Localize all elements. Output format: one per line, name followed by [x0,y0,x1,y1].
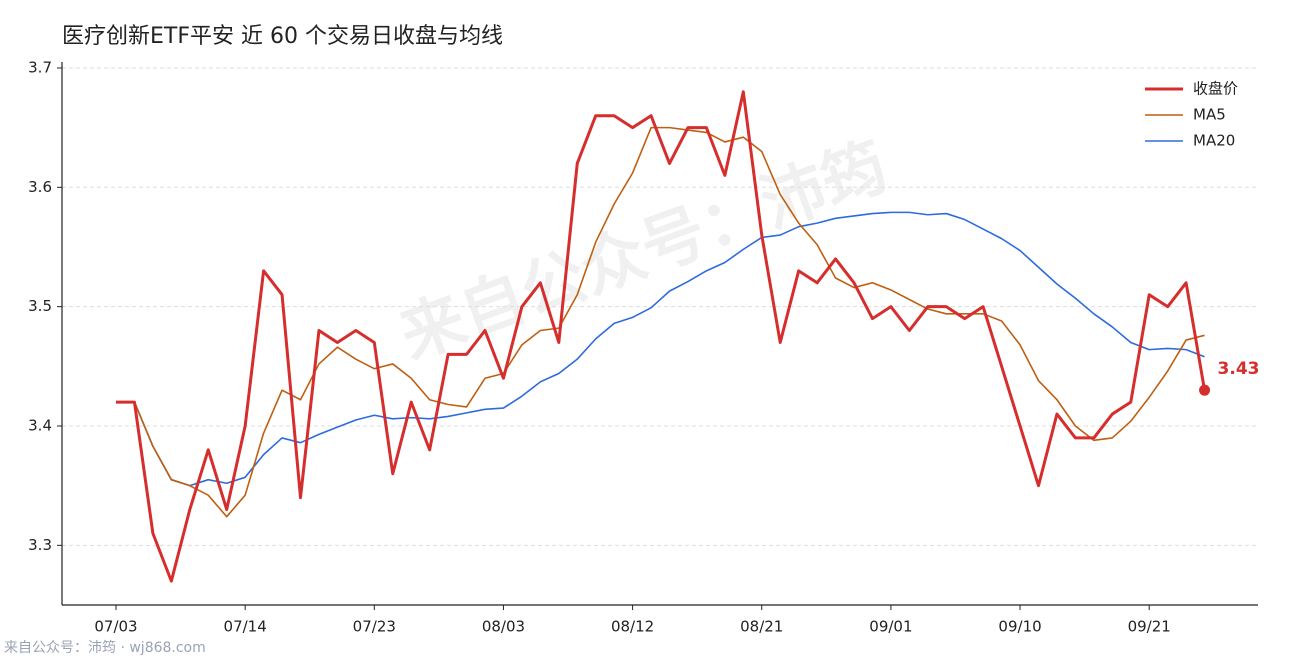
x-tick-label: 09/01 [869,618,912,636]
chart-title: 医疗创新ETF平安 近 60 个交易日收盘与均线 [62,24,503,49]
x-tick-label: 08/12 [611,618,654,636]
y-tick-label: 3.7 [28,58,52,76]
series-line [116,126,1205,518]
y-tick-label: 3.6 [28,178,52,196]
x-tick-label: 08/21 [740,618,783,636]
y-tick-label: 3.5 [28,297,52,315]
series-line [116,90,1207,583]
legend-label: 收盘价 [1193,80,1238,98]
last-point [1199,384,1211,396]
last-value-label: 3.43 [1218,359,1260,379]
legend-label: MA5 [1193,106,1226,124]
x-tick-label: 07/14 [224,618,267,636]
legend-label: MA20 [1193,132,1235,150]
source-note: 来自公众号：沛筠 · wj868.com [4,639,206,656]
x-tick-label: 09/10 [998,618,1041,636]
x-tick-label: 09/21 [1128,618,1171,636]
series-line [116,211,1205,487]
x-tick-label: 07/03 [94,618,137,636]
y-tick-label: 3.4 [28,416,52,434]
x-tick-label: 08/03 [482,618,525,636]
y-tick-label: 3.3 [28,536,52,554]
x-tick-label: 07/23 [353,618,396,636]
